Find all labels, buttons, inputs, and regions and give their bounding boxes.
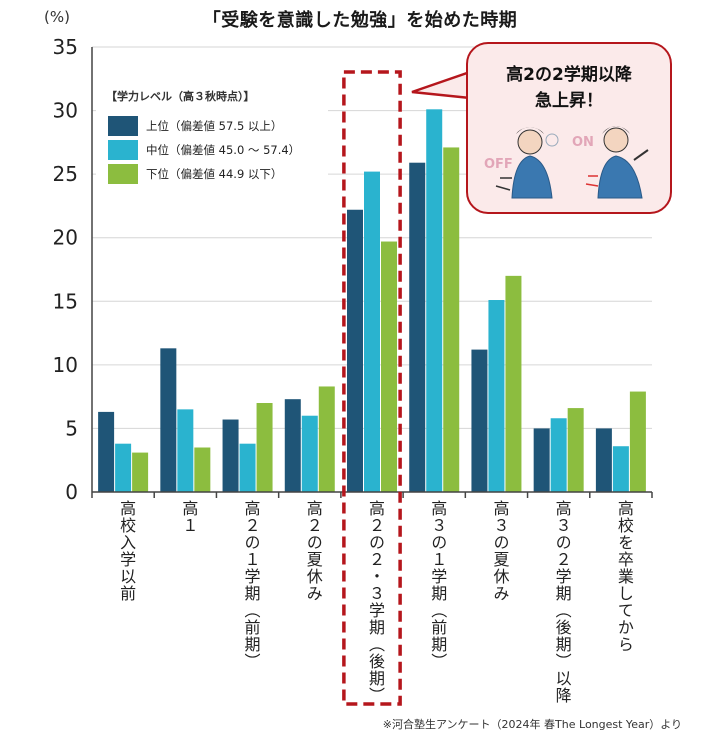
y-tick-label: 10: [53, 353, 78, 377]
x-tick-label: 高３の１学期（前期）: [428, 500, 448, 670]
bar-middle-8: [612, 446, 629, 492]
x-tick-label: 高３の２学期（後期）以降: [552, 500, 572, 704]
x-tick-label: 高２の１学期（前期）: [241, 500, 261, 670]
y-tick-label: 25: [53, 162, 78, 186]
bar-upper-8: [595, 428, 612, 492]
bar-lower-0: [132, 452, 149, 492]
legend-title: 【学力レベル（高３秋時点）】: [106, 90, 255, 103]
bar-upper-5: [409, 162, 426, 492]
axes: [91, 47, 653, 498]
legend-swatch-middle: [108, 140, 138, 160]
bar-middle-3: [301, 415, 318, 492]
legend-label-lower: 下位（偏差値 44.9 以下）: [146, 167, 283, 181]
bar-lower-5: [443, 147, 460, 492]
source-note: ※河合塾生アンケート（2024年 春The Longest Year）より: [382, 718, 682, 731]
bar-lower-1: [194, 447, 211, 492]
x-tick-label: 高２の２・３学期（後期）: [366, 500, 385, 704]
bar-lower-6: [505, 275, 522, 492]
bar-lower-2: [256, 403, 273, 492]
bar-middle-0: [115, 443, 132, 492]
x-tick-label: 高３の夏休み: [490, 500, 510, 602]
x-tick-label: 高校入学以前: [117, 500, 137, 602]
legend-item-middle: 中位（偏差値 45.0 ～ 57.4）: [108, 138, 328, 162]
bar-upper-1: [160, 348, 177, 492]
legend-swatch-upper: [108, 116, 138, 136]
bar-middle-1: [177, 409, 194, 492]
bar-lower-8: [629, 391, 646, 492]
bar-lower-7: [567, 408, 584, 492]
y-tick-label: 35: [53, 35, 78, 59]
legend-item-lower: 下位（偏差値 44.9 以下）: [108, 162, 328, 186]
legend-label-middle: 中位（偏差値 45.0 ～ 57.4）: [146, 143, 301, 157]
chart-title: 「受験を意識した勉強」を始めた時期: [202, 10, 518, 31]
y-tick-label: 15: [53, 289, 78, 313]
callout-line-1: 高2の2学期以降: [506, 65, 632, 85]
bar-middle-4: [364, 171, 380, 492]
bar-lower-3: [318, 386, 335, 492]
x-tick-label: 高校を卒業してから: [614, 500, 634, 653]
highlight-box: [342, 70, 402, 706]
bar-upper-3: [284, 399, 301, 492]
legend: 【学力レベル（高３秋時点）】 上位（偏差値 57.5 以上） 中位（偏差値 45…: [96, 86, 328, 198]
bars: [98, 109, 646, 493]
callout-tail: [411, 70, 472, 100]
legend-swatch-lower: [108, 164, 138, 184]
x-tick-label: 高１: [179, 500, 199, 534]
x-tick-label: 高２の夏休み: [303, 500, 323, 602]
y-tick-label: 5: [65, 416, 78, 440]
bar-upper-7: [533, 428, 550, 492]
y-tick-label: 30: [53, 99, 78, 123]
bar-middle-7: [550, 418, 567, 492]
bar-upper-2: [222, 419, 239, 492]
bar-middle-2: [239, 443, 256, 492]
bar-middle-5: [426, 109, 443, 493]
bar-upper-4: [347, 209, 363, 492]
legend-label-upper: 上位（偏差値 57.5 以上）: [146, 119, 283, 133]
bar-middle-6: [488, 300, 505, 492]
callout-line-2: 急上昇！: [535, 91, 603, 111]
y-tick-labels: 0 5 10 15 20 25 30 35: [53, 35, 78, 504]
bar-lower-4: [381, 241, 397, 492]
legend-item-upper: 上位（偏差値 57.5 以上）: [108, 114, 328, 138]
y-axis-unit-label: (%): [44, 8, 70, 26]
y-tick-label: 0: [65, 480, 78, 504]
y-tick-label: 20: [53, 226, 78, 250]
bar-upper-0: [98, 411, 115, 492]
bar-upper-6: [471, 349, 488, 492]
